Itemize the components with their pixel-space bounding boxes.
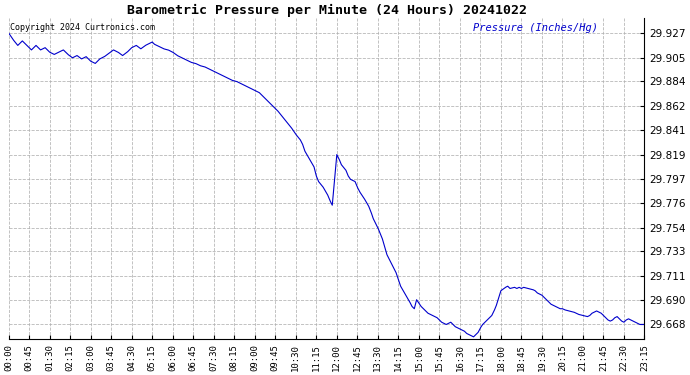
- Text: Pressure (Inches/Hg): Pressure (Inches/Hg): [473, 23, 598, 33]
- Text: Copyright 2024 Curtronics.com: Copyright 2024 Curtronics.com: [10, 23, 155, 32]
- Title: Barometric Pressure per Minute (24 Hours) 20241022: Barometric Pressure per Minute (24 Hours…: [126, 4, 526, 17]
